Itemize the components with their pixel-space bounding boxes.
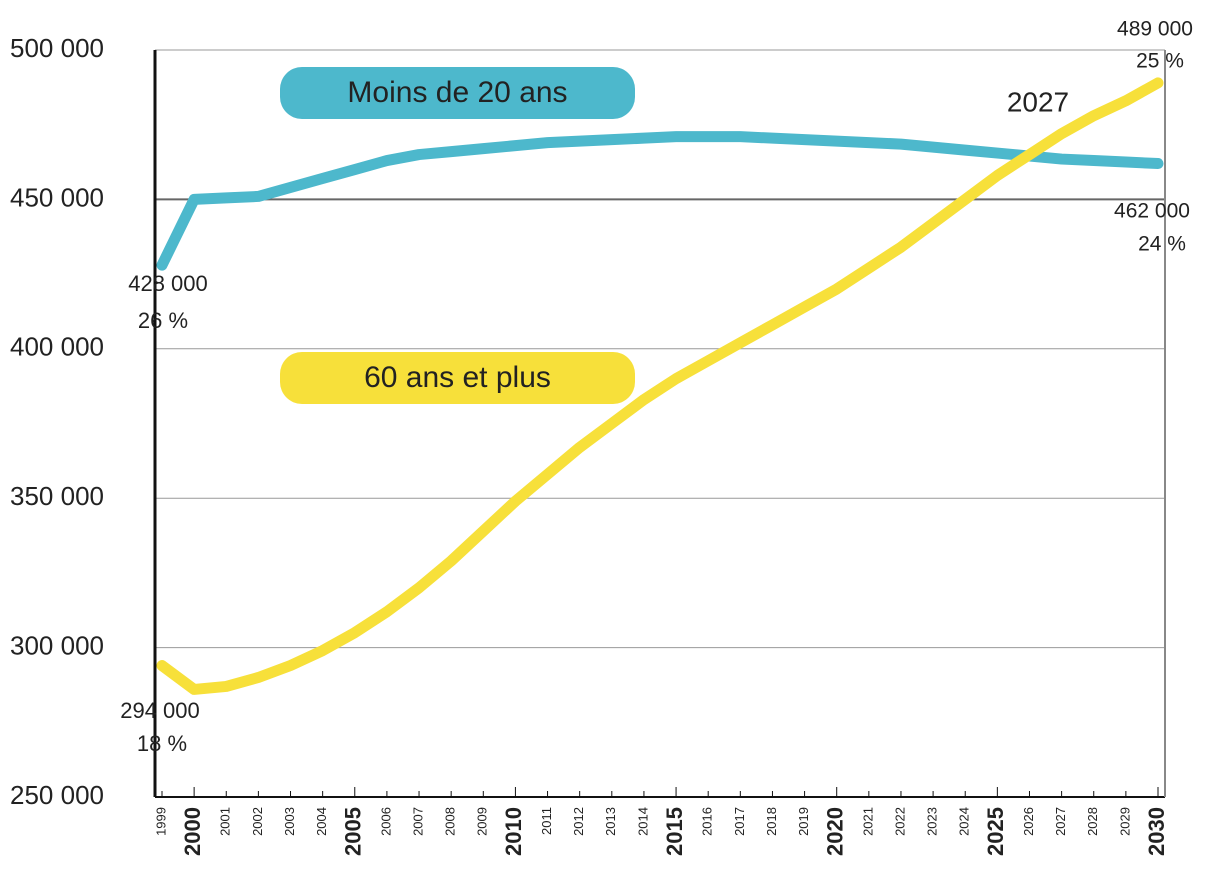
x-tick-label: 2001 xyxy=(218,807,233,836)
annotation: 428 000 xyxy=(128,271,208,296)
annotation: 24 % xyxy=(1138,233,1186,256)
legend-label: Moins de 20 ans xyxy=(347,76,567,109)
x-tick-label: 2023 xyxy=(925,807,940,836)
y-tick-label: 400 000 xyxy=(10,332,104,362)
x-tick-label: 2029 xyxy=(1117,807,1132,836)
series-line xyxy=(156,77,1164,695)
y-tick-label: 250 000 xyxy=(10,780,104,810)
x-tick-label: 2015 xyxy=(662,807,687,856)
x-tick-label: 2024 xyxy=(957,807,972,836)
y-tick-label: 500 000 xyxy=(10,33,104,63)
x-tick-label: 2000 xyxy=(180,807,205,856)
x-tick-label: 2026 xyxy=(1021,807,1036,836)
x-tick-label: 1999 xyxy=(153,807,168,836)
x-tick-label: 2016 xyxy=(700,807,715,836)
x-tick-label: 2007 xyxy=(410,807,425,836)
annotation: 2027 xyxy=(1007,86,1069,117)
x-tick-label: 2014 xyxy=(635,807,650,836)
annotation: 18 % xyxy=(137,731,187,756)
x-tick-label: 2013 xyxy=(603,807,618,836)
x-tick-label: 2027 xyxy=(1053,807,1068,836)
x-tick-label: 2019 xyxy=(796,807,811,836)
x-tick-label: 2012 xyxy=(571,807,586,836)
x-tick-label: 2002 xyxy=(250,807,265,836)
x-tick-label: 2020 xyxy=(823,807,848,856)
annotation: 489 000 xyxy=(1117,18,1193,41)
legend-pill xyxy=(280,352,635,404)
legend-pill xyxy=(280,67,635,119)
annotation: 462 000 xyxy=(1114,200,1190,223)
legend-label: 60 ans et plus xyxy=(364,361,551,394)
x-tick-label: 2003 xyxy=(282,807,297,836)
x-tick-label: 2011 xyxy=(539,807,554,835)
y-tick-label: 350 000 xyxy=(10,481,104,511)
series-line xyxy=(156,131,1164,271)
x-tick-label: 2004 xyxy=(314,807,329,836)
x-tick-label: 2008 xyxy=(443,807,458,836)
x-tick-label: 2010 xyxy=(501,807,526,856)
x-tick-label: 2018 xyxy=(764,807,779,836)
x-tick-label: 2021 xyxy=(860,807,875,836)
x-tick-label: 2005 xyxy=(341,807,366,856)
x-tick-label: 2028 xyxy=(1085,807,1100,836)
x-tick-label: 2030 xyxy=(1144,807,1169,856)
x-tick-label: 2006 xyxy=(378,807,393,836)
annotation: 25 % xyxy=(1136,50,1184,73)
x-tick-label: 2017 xyxy=(732,807,747,836)
y-tick-label: 300 000 xyxy=(10,630,104,660)
y-tick-label: 450 000 xyxy=(10,182,104,212)
annotation: 294 000 xyxy=(120,698,200,723)
x-tick-label: 2009 xyxy=(475,807,490,836)
x-tick-label: 2022 xyxy=(892,807,907,836)
annotation: 26 % xyxy=(138,308,188,333)
x-tick-label: 2025 xyxy=(983,807,1008,856)
